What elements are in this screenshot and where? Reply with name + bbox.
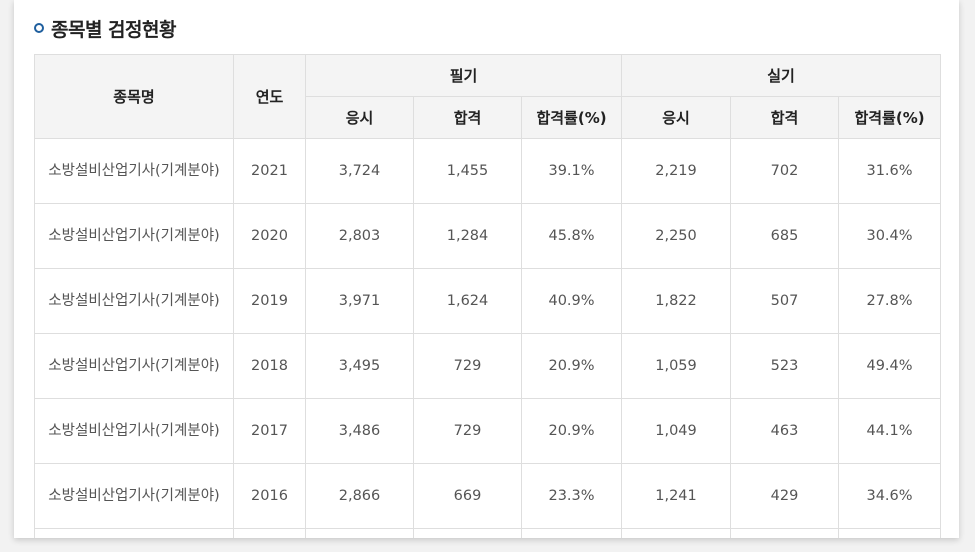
- cell-written-rate: 40.9%: [520, 268, 623, 334]
- cell-written-rate: 20.9%: [520, 333, 623, 399]
- cell-practical-rate: 49.4%: [838, 333, 942, 399]
- cell-practical-passed: 702: [730, 138, 840, 204]
- col-header-practical: 실기: [621, 54, 942, 97]
- cell-name: 소방설비산업기사(기계분야): [34, 138, 234, 204]
- cell-practical-passed: 523: [730, 333, 840, 399]
- col-header-practical-rate: 합격률(%): [838, 96, 942, 139]
- cell-practical-passed: 507: [730, 268, 840, 334]
- cell-written-applied: 2,866: [305, 463, 414, 529]
- cell-written-rate: 39.1%: [520, 138, 623, 204]
- cell-written-passed: 1,624: [413, 268, 522, 334]
- cell-written-applied: 2,803: [305, 203, 414, 269]
- table-row: 소방설비산업기사(기계분야) 2020 2,803 1,284 45.8% 2,…: [34, 203, 942, 269]
- cell-written-applied: 3,724: [305, 138, 414, 204]
- cell-year: 2021: [233, 138, 306, 204]
- table-row-partial: [34, 528, 942, 538]
- cell-year: 2019: [233, 268, 306, 334]
- cell-practical-passed: 685: [730, 203, 840, 269]
- cell-name: 소방설비산업기사(기계분야): [34, 398, 234, 464]
- cell-practical-rate: 31.6%: [838, 138, 942, 204]
- cell-year: 2020: [233, 203, 306, 269]
- cell-written-rate: 45.8%: [520, 203, 623, 269]
- col-header-name: 종목명: [34, 54, 234, 139]
- table-row: 소방설비산업기사(기계분야) 2017 3,486 729 20.9% 1,04…: [34, 398, 942, 464]
- col-header-written-rate: 합격률(%): [520, 96, 623, 139]
- section-title: 종목별 검정현황: [51, 18, 176, 41]
- cell-practical-rate: 30.4%: [838, 203, 942, 269]
- col-header-written: 필기: [304, 54, 623, 97]
- circle-bullet-icon: [34, 23, 44, 33]
- cell-written-applied: 3,486: [305, 398, 414, 464]
- cell-practical-applied: 1,822: [621, 268, 732, 334]
- cell-written-applied: 3,971: [305, 268, 414, 334]
- cell-practical-rate: 34.6%: [838, 463, 942, 529]
- table-row: 소방설비산업기사(기계분야) 2018 3,495 729 20.9% 1,05…: [34, 333, 942, 399]
- cell-practical-applied: 2,219: [621, 138, 732, 204]
- cell-written-rate: 23.3%: [520, 463, 623, 529]
- cell-year: 2018: [233, 333, 306, 399]
- section-header: 종목별 검정현황: [34, 14, 176, 42]
- cell-practical-rate: 27.8%: [838, 268, 942, 334]
- table-row: 소방설비산업기사(기계분야) 2016 2,866 669 23.3% 1,24…: [34, 463, 942, 529]
- cell-written-passed: 729: [413, 398, 522, 464]
- col-header-practical-passed: 합격: [730, 96, 840, 139]
- cell-practical-passed: 429: [730, 463, 840, 529]
- cell-practical-applied: 1,059: [621, 333, 732, 399]
- col-header-practical-applied: 응시: [621, 96, 732, 139]
- cell-written-passed: 1,455: [413, 138, 522, 204]
- col-header-year: 연도: [233, 54, 306, 139]
- cell-name: 소방설비산업기사(기계분야): [34, 333, 234, 399]
- cell-practical-passed: 463: [730, 398, 840, 464]
- cell-year: 2017: [233, 398, 306, 464]
- cell-name: 소방설비산업기사(기계분야): [34, 463, 234, 529]
- col-header-written-applied: 응시: [305, 96, 414, 139]
- table-row: 소방설비산업기사(기계분야) 2021 3,724 1,455 39.1% 2,…: [34, 138, 942, 204]
- stats-panel: 종목별 검정현황 종목명 연도 필기 실기 응시 합격 합격률(%) 응시: [14, 0, 959, 538]
- cell-practical-applied: 1,241: [621, 463, 732, 529]
- cell-written-passed: 729: [413, 333, 522, 399]
- cell-written-applied: 3,495: [305, 333, 414, 399]
- cell-practical-rate: 44.1%: [838, 398, 942, 464]
- cell-practical-applied: 1,049: [621, 398, 732, 464]
- cell-practical-applied: 2,250: [621, 203, 732, 269]
- exam-stats-table: 종목명 연도 필기 실기 응시 합격 합격률(%) 응시 합격 합격률(%) 소…: [34, 54, 942, 538]
- cell-name: 소방설비산업기사(기계분야): [34, 203, 234, 269]
- col-header-written-passed: 합격: [413, 96, 522, 139]
- cell-written-rate: 20.9%: [520, 398, 623, 464]
- cell-name: 소방설비산업기사(기계분야): [34, 268, 234, 334]
- cell-written-passed: 669: [413, 463, 522, 529]
- cell-written-passed: 1,284: [413, 203, 522, 269]
- table-row: 소방설비산업기사(기계분야) 2019 3,971 1,624 40.9% 1,…: [34, 268, 942, 334]
- cell-year: 2016: [233, 463, 306, 529]
